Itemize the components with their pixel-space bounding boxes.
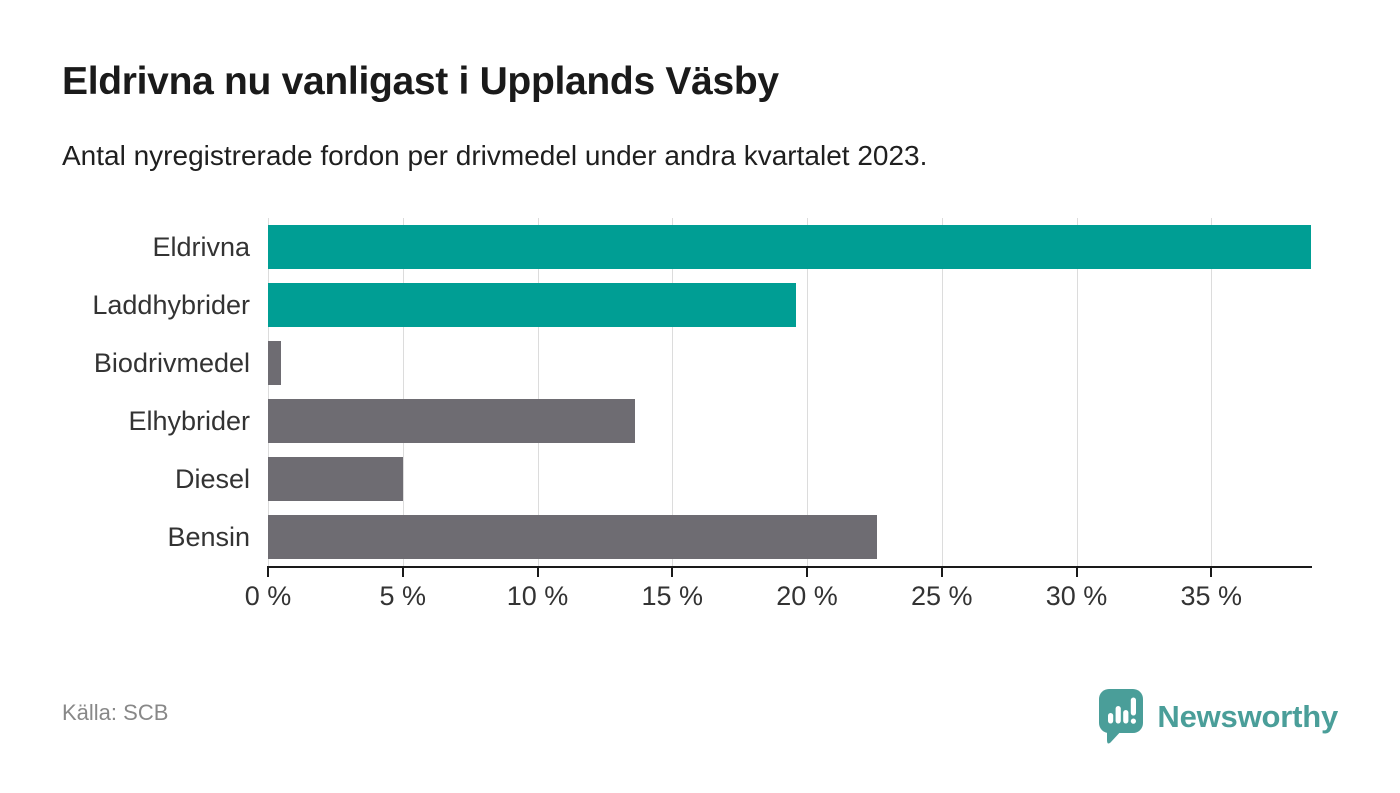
bar-chart: Eldrivna Laddhybrider Biodrivmedel Elhybrid… [0, 218, 1400, 618]
axis-tick-label: 15 % [641, 581, 704, 611]
axis-tick [1210, 568, 1213, 577]
category-label: Eldrivna [152, 232, 250, 262]
chart-subtitle: Antal nyregistrerade fordon per drivmede… [62, 140, 928, 171]
axis-tick [536, 568, 539, 577]
newsworthy-logo: Newsworthy [1098, 688, 1338, 745]
category-label: Biodrivmedel [93, 348, 250, 378]
x-axis-line [267, 566, 1312, 568]
gridline [537, 218, 539, 566]
axis-tick [806, 568, 809, 577]
gridline [1211, 218, 1213, 566]
bar-elhybrider [268, 399, 635, 443]
axis-tick-label: 20 % [776, 581, 838, 611]
axis-tick-label: 30 % [1045, 581, 1108, 611]
axis-tick-label: 25 % [910, 581, 973, 611]
category-label: Bensin [167, 522, 250, 552]
axis-tick-label: 5 % [379, 581, 427, 611]
newsworthy-logo-text: Newsworthy [1157, 698, 1338, 734]
axis-tick [401, 568, 404, 577]
axis-tick-label: 0 % [244, 581, 292, 611]
axis-tick [267, 568, 269, 577]
axis-tick-label: 10 % [506, 581, 569, 611]
axis-tick [1075, 568, 1078, 577]
source-label: Källa: SCB [62, 700, 169, 725]
bar-diesel [268, 457, 403, 501]
axis-tick [671, 568, 674, 577]
bar-biodrivmedel [268, 341, 282, 385]
category-label: Laddhybrider [92, 290, 250, 320]
bar-eldrivna [268, 225, 1311, 269]
gridline [941, 218, 943, 566]
gridline [672, 218, 674, 566]
category-label: Diesel [174, 464, 250, 494]
bar-bensin [268, 515, 878, 559]
gridline [402, 218, 404, 566]
category-label: Elhybrider [128, 406, 250, 436]
plot-area [268, 218, 1311, 566]
chart-title: Eldrivna nu vanligast i Upplands Väsby [62, 60, 779, 103]
bar-laddhybrider [268, 283, 797, 327]
gridline [1076, 218, 1078, 566]
newsworthy-bubble-icon [1099, 689, 1144, 744]
axis-tick [940, 568, 943, 577]
axis-tick-label: 35 % [1180, 581, 1243, 611]
gridline [268, 218, 269, 566]
gridline [807, 218, 809, 566]
